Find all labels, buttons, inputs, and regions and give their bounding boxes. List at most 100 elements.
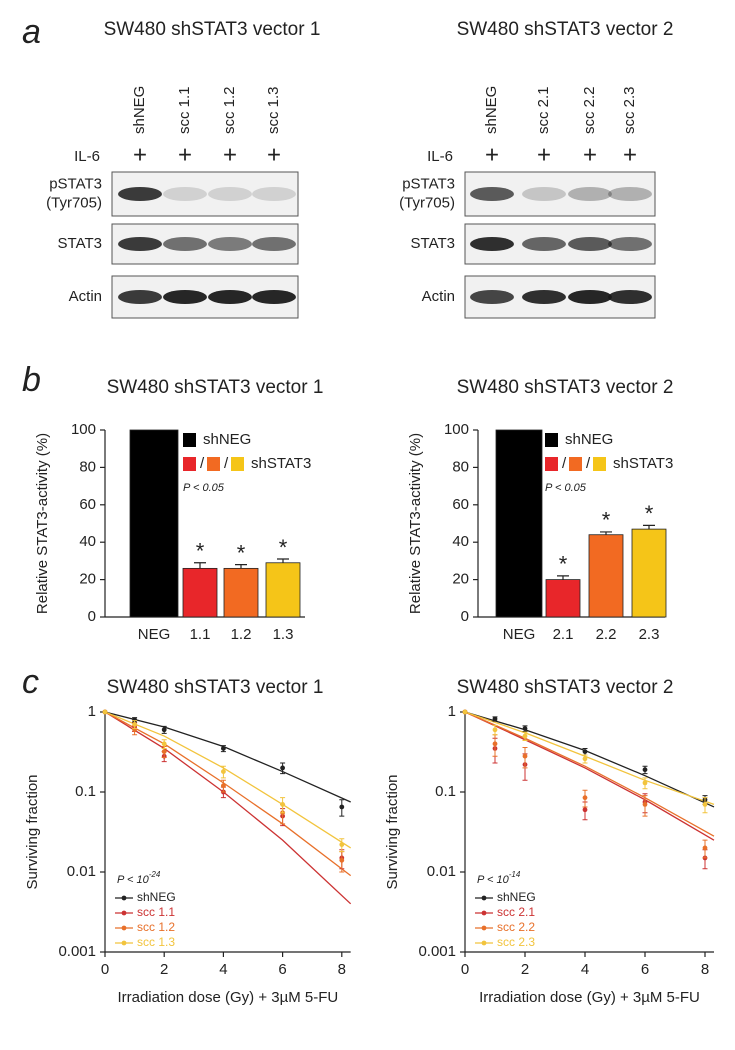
significance-mark: * — [196, 539, 205, 564]
y-tick-label: 40 — [452, 533, 469, 550]
data-point — [102, 709, 108, 715]
data-point — [221, 746, 226, 751]
chart-title: SW480 shSTAT3 vector 2 — [457, 377, 674, 398]
y-axis-label: Surviving fraction — [384, 774, 401, 889]
blot-band — [608, 290, 652, 304]
x-tick-label: 4 — [219, 961, 227, 978]
x-tick-label: 0 — [101, 961, 109, 978]
error-bar — [643, 524, 655, 530]
data-point — [462, 709, 468, 715]
legend-marker — [121, 895, 127, 901]
x-tick-label: 2.2 — [596, 626, 617, 643]
blot-row-label: (Tyr705) — [46, 194, 102, 211]
error-bar — [600, 531, 612, 535]
error-bar — [194, 562, 206, 569]
legend-label: scc 1.3 — [137, 935, 175, 949]
data-point — [522, 726, 528, 732]
blot-title: SW480 shSTAT3 vector 2 — [457, 19, 674, 40]
blot-band — [208, 237, 252, 251]
legend-swatch — [231, 457, 244, 471]
y-tick-label: 60 — [79, 496, 96, 513]
blot-row-label: pSTAT3 — [402, 175, 455, 192]
y-tick-label: 0.001 — [418, 943, 456, 960]
treatment-mark: + — [623, 141, 637, 168]
significance-mark: * — [645, 501, 654, 526]
x-axis-label: Irradiation dose (Gy) + 3µM 5-FU — [117, 989, 338, 1006]
blot-band — [568, 187, 612, 201]
p-value-exponent: -14 — [509, 870, 521, 879]
legend-marker — [121, 925, 127, 931]
data-point — [702, 845, 708, 851]
blot-band — [208, 290, 252, 304]
treatment-label: IL-6 — [427, 148, 453, 165]
p-value: P < 0.05 — [183, 482, 225, 494]
blot-band — [608, 187, 652, 201]
legend-marker — [481, 910, 487, 916]
blot-band — [470, 290, 514, 304]
legend-label: shNEG — [565, 431, 613, 448]
blot-band — [252, 237, 296, 251]
y-tick-label: 80 — [79, 458, 96, 475]
bar — [182, 567, 218, 618]
blot-band — [118, 187, 162, 201]
data-point — [582, 807, 588, 813]
x-tick-label: 2 — [521, 961, 529, 978]
legend-marker — [481, 940, 487, 946]
legend-label: shNEG — [203, 431, 251, 448]
data-point — [221, 783, 226, 789]
y-axis-label: Relative STAT3-activity (%) — [34, 433, 51, 614]
data-point — [642, 780, 648, 786]
lane-label: shNEG — [131, 86, 148, 134]
treatment-mark: + — [267, 141, 281, 168]
blot-band — [118, 237, 162, 251]
fit-curve — [464, 711, 715, 808]
legend-separator: / — [200, 455, 205, 472]
blot-band — [568, 237, 612, 251]
blot-band — [470, 187, 514, 201]
legend-separator: / — [562, 455, 567, 472]
lane-label: scc 2.1 — [535, 86, 552, 134]
x-tick-label: 6 — [278, 961, 286, 978]
data-point — [702, 801, 708, 807]
blot-band — [208, 187, 252, 201]
legend-swatch — [545, 433, 558, 447]
x-tick-label: 1.3 — [273, 626, 294, 643]
lane-label: scc 1.1 — [176, 86, 193, 134]
y-tick-label: 0 — [88, 608, 96, 625]
legend-swatch — [183, 457, 196, 471]
y-tick-label: 0.01 — [427, 863, 456, 880]
x-tick-label: 2.3 — [639, 626, 660, 643]
legend-label: scc 2.3 — [497, 935, 535, 949]
p-value-prefix: P < 10 — [117, 874, 150, 886]
y-tick-label: 100 — [71, 421, 96, 438]
y-tick-label: 20 — [79, 571, 96, 588]
blot-band — [252, 187, 296, 201]
legend-label: shNEG — [497, 890, 536, 904]
lane-label: scc 1.3 — [265, 86, 282, 134]
lane-label: scc 1.2 — [221, 86, 238, 134]
data-point — [582, 749, 588, 754]
bar — [631, 528, 667, 618]
data-point — [492, 727, 498, 733]
p-value-exponent: -24 — [149, 870, 161, 879]
fit-curve — [464, 711, 715, 837]
data-point — [221, 769, 226, 774]
data-point — [161, 741, 167, 747]
x-tick-label: 8 — [701, 961, 709, 978]
p-value-prefix: P < 10 — [477, 874, 510, 886]
x-tick-label: 2 — [160, 961, 168, 978]
legend-label: shNEG — [137, 890, 176, 904]
legend-marker — [121, 910, 127, 916]
blot-row-label: Actin — [69, 288, 102, 305]
x-tick-label: 8 — [338, 961, 346, 978]
data-point — [582, 795, 588, 801]
treatment-mark: + — [537, 141, 551, 168]
y-tick-label: 60 — [452, 496, 469, 513]
error-bar — [557, 575, 569, 580]
legend-swatch — [183, 433, 196, 447]
data-point — [161, 749, 167, 754]
legend-label: shSTAT3 — [251, 455, 311, 472]
y-tick-label: 0.1 — [435, 783, 456, 800]
legend-swatch — [569, 457, 582, 471]
